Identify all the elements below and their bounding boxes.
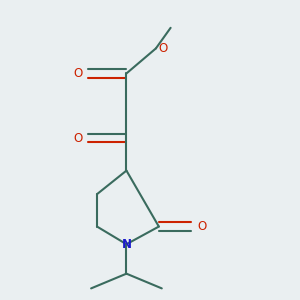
Text: N: N [122, 238, 131, 251]
Text: O: O [159, 42, 168, 55]
Text: O: O [73, 67, 82, 80]
Text: O: O [197, 220, 206, 233]
Text: O: O [73, 132, 82, 145]
